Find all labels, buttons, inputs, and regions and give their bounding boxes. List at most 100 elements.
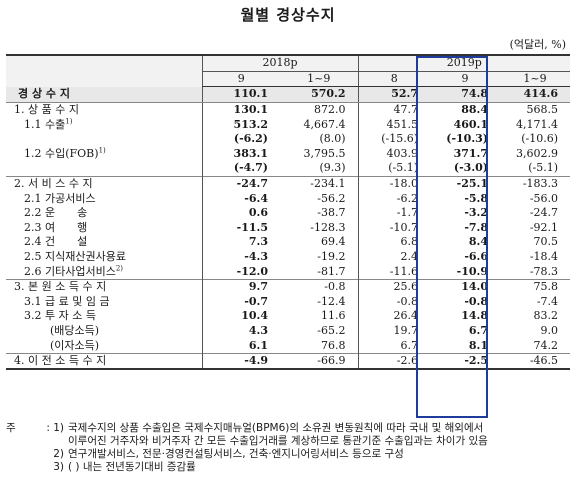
table-cell: (-6.2): [201, 131, 280, 147]
table-cell: -234.1: [280, 175, 359, 192]
table-row: 2.2 운 송 0.6 -38.7 -1.7 -3.2 -24.7: [6, 205, 570, 221]
row-label-text: 2. 서 비 스 수 지: [14, 177, 93, 191]
table-row: (이자소득) 6.1 76.8 6.7 8.1 74.2: [6, 338, 570, 354]
row-label-text: 2.2 운 송: [24, 206, 88, 220]
table-cell: -2.5: [430, 352, 501, 371]
table-cell: 6.8: [357, 235, 431, 250]
table-row: 2.5 지식재산권사용료 -4.3 -19.2 2.4 -6.6 -18.4: [6, 249, 570, 265]
table-cell: 74.8: [430, 86, 501, 103]
table-cell: 7.3: [201, 235, 280, 250]
table-cell: -183.3: [500, 175, 571, 192]
table-row: 3.2 투 자 소 득 10.4 11.6 26.4 14.8 83.2: [6, 309, 570, 324]
footnote-number: 3): [53, 461, 64, 473]
table-cell: -6.4: [201, 191, 280, 206]
table-cell: 14.0: [430, 278, 501, 295]
footnote-line: 주: 1) 국제수지의 상품 수출입은 국제수지매뉴얼(BPM6)의 소유권 변동…: [6, 422, 572, 435]
header-row-years: 2018p 2019p: [6, 53, 571, 87]
footnote-text: ( ) 내는 전년동기대비 증감률: [68, 461, 196, 473]
row-label-text: 4. 이 전 소 득 수 지: [14, 354, 107, 368]
table-cell: 14.8: [461, 309, 489, 323]
table-cell: 513.2: [201, 117, 280, 132]
table-cell: 76.8: [321, 338, 346, 352]
table-cell: 4.3: [201, 323, 280, 339]
header-2019: 2019p: [357, 53, 571, 72]
table-row: (-4.7) (9.3) (-5.1) (-3.0) (-5.1): [6, 161, 570, 177]
table-cell: -5.8: [464, 191, 489, 205]
table-row: (배당소득) 4.3 -65.2 19.7 6.7 9.0: [6, 323, 570, 339]
table-cell: 74.2: [533, 338, 559, 352]
table-cell: 4,667.4: [303, 117, 346, 131]
table-cell: -46.5: [500, 352, 571, 371]
table-cell: 9.0: [540, 323, 559, 337]
table-cell: 451.5: [357, 117, 431, 132]
table-cell: (-5.1): [357, 161, 431, 177]
row-label: 1. 상 품 수 지: [6, 101, 202, 118]
table-cell: -56.0: [529, 191, 559, 205]
table-cell: 383.1: [201, 146, 280, 162]
table-row: 1. 상 품 수 지 130.1 872.0 47.7 88.4 568.5: [6, 101, 571, 118]
table-cell: 2.4: [357, 249, 431, 265]
table-cell: 26.4: [357, 309, 431, 324]
current-account-table: 2018p 2019p 9 1~9 8 9 1~9 경 상 수 지 110.1 57…: [6, 53, 571, 371]
table-row: 2. 서 비 스 수 지 -24.7 -234.1 -18.0 -25.1 -183.3: [6, 175, 571, 192]
table-cell: 19.7: [357, 323, 431, 339]
table-cell: 371.7: [453, 146, 489, 160]
row-label: (이자소득): [6, 338, 202, 353]
table-cell: -18.4: [529, 250, 559, 264]
table-cell: -128.3: [310, 220, 346, 234]
table-cell: (8.0): [319, 132, 346, 146]
row-label: 2.2 운 송: [6, 206, 202, 221]
table-row: 경 상 수 지 110.1 570.2 52.7 74.8 414.6: [6, 86, 571, 103]
table-cell: 9.7: [201, 278, 280, 295]
footnote-number: [24, 435, 68, 448]
table-cell: -24.7: [529, 206, 559, 220]
table-cell: 8.4: [468, 235, 489, 249]
unit-label: (억달러, %): [509, 38, 566, 51]
table-cell: 414.6: [500, 86, 571, 103]
table-cell: (9.3): [319, 161, 346, 175]
row-label: 2.5 지식재산권사용료: [6, 250, 202, 265]
row-label: 4. 이 전 소 득 수 지: [6, 352, 202, 371]
row-label: 경 상 수 지: [6, 86, 202, 103]
table-cell: -6.2: [357, 191, 431, 206]
table-row: (-6.2) (8.0) (-15.6) (-10.3) (-10.6): [6, 131, 570, 147]
table-cell: (-5.1): [528, 161, 559, 175]
footnote-label: [6, 448, 24, 461]
table-cell: -7.4: [536, 294, 559, 308]
footnote-marker: 2): [115, 264, 124, 272]
table-cell: 460.1: [453, 117, 489, 131]
table-cell: (-15.6): [357, 131, 431, 147]
table-cell: (-4.7): [201, 161, 280, 177]
table-cell: -3.2: [464, 206, 489, 220]
table-cell: -0.8: [464, 294, 489, 308]
table-cell: 52.7: [357, 86, 431, 103]
table-row: 3. 본 원 소 득 수 지 9.7 -0.8 25.6 14.0 75.8: [6, 278, 571, 295]
table-cell: -11.5: [201, 220, 280, 236]
footnote-text: 이루어진 거주자와 비거주자 간 모든 수출입거래를 계상하므로 통관기준 수출…: [68, 435, 488, 447]
table-cell: 570.2: [280, 86, 359, 103]
header-2018-ytd: 1~9: [280, 70, 359, 88]
row-label-text: 2.4 건 설: [24, 235, 88, 249]
row-label: [6, 161, 202, 176]
table-cell: 69.4: [321, 235, 346, 249]
footnote-line: 이루어진 거주자와 비거주자 간 모든 수출입거래를 계상하므로 통관기준 수출…: [6, 435, 572, 448]
table-cell: (-10.6): [521, 132, 559, 146]
table-row: 1.1 수출1) 513.2 4,667.4 451.5 460.1 4,171.4: [6, 117, 570, 132]
table-cell: 47.7: [357, 101, 431, 118]
footnote-marker: 1): [65, 117, 73, 126]
row-label: 1.1 수출1): [6, 117, 202, 132]
row-label-text: 2.1 가공서비스: [24, 191, 96, 205]
table-cell: -4.3: [201, 249, 280, 265]
table-cell: 110.1: [201, 86, 280, 103]
table-cell: 130.1: [201, 101, 280, 118]
table-cell: 3,795.5: [303, 146, 346, 160]
row-label: 2.4 건 설: [6, 235, 202, 250]
footnote-number: : 1): [46, 422, 64, 434]
row-label: 2.3 여 행: [6, 221, 202, 236]
table-cell: -24.7: [201, 175, 280, 192]
header-2019-ytd: 1~9: [500, 70, 571, 88]
table-cell: 25.6: [357, 278, 431, 295]
table-cell: 3,602.9: [516, 146, 559, 160]
row-label-text: 1.2 수입(FOB): [24, 146, 99, 160]
table-row: 1.2 수입(FOB)1) 383.1 3,795.5 403.9 371.7 3,602…: [6, 146, 570, 162]
